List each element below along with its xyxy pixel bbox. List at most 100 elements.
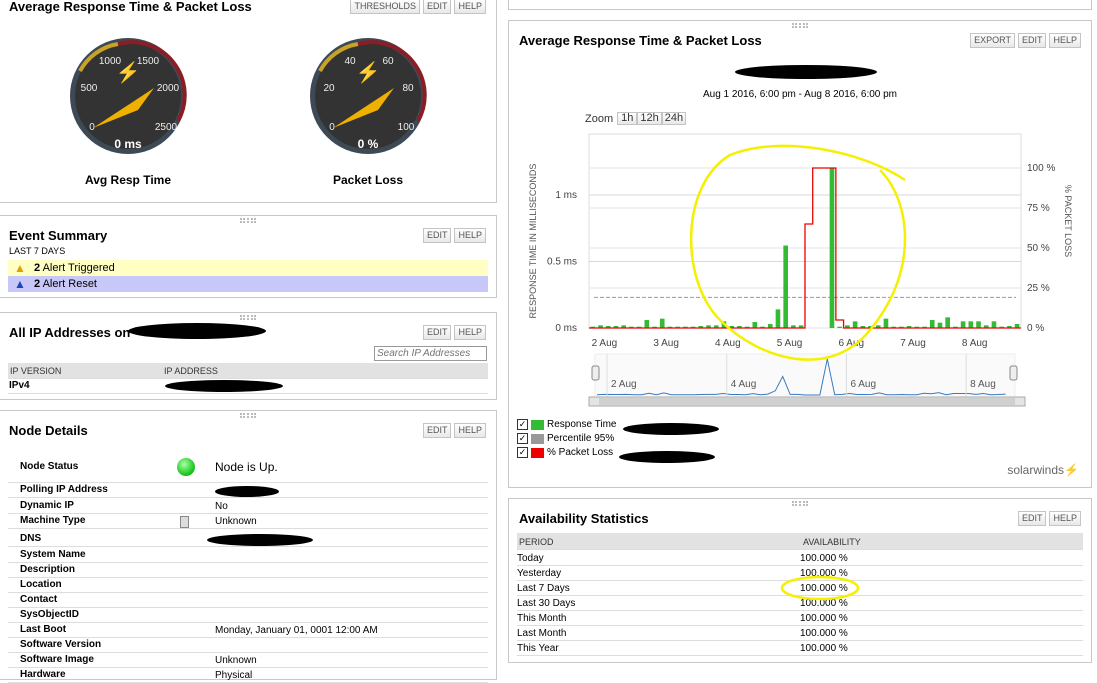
drag-handle[interactable] <box>240 218 256 223</box>
column-ip-version[interactable]: IP VERSION <box>10 366 62 376</box>
legend-checkbox[interactable]: ✓ <box>517 447 528 458</box>
response-time-bar <box>675 326 680 328</box>
response-time-bar <box>683 326 688 328</box>
response-time-bar <box>613 326 619 328</box>
column-ip-address[interactable]: IP ADDRESS <box>164 366 218 376</box>
legend-item[interactable]: ✓ Response Time <box>517 419 616 430</box>
panel-title: Availability Statistics <box>519 511 649 526</box>
response-time-bar <box>598 325 603 328</box>
table-row: IPv4 <box>8 379 488 394</box>
navigator-tick-label: 8 Aug <box>970 379 996 390</box>
gauge-tick-label: 2000 <box>157 83 180 94</box>
response-time-bar <box>837 326 842 328</box>
help-button[interactable]: HELP <box>454 0 486 14</box>
row-label: Software Image <box>20 654 94 665</box>
y2-tick-label: 100 % <box>1027 163 1055 174</box>
response-time-bar <box>659 318 665 328</box>
help-button[interactable]: HELP <box>454 325 486 340</box>
navigator[interactable] <box>594 353 1016 398</box>
export-button[interactable]: EXPORT <box>970 33 1015 48</box>
edit-button[interactable]: EDIT <box>1017 511 1047 526</box>
period-cell: Yesterday <box>517 568 562 579</box>
availability-cell: 100.000 % <box>800 643 848 654</box>
drag-handle[interactable] <box>792 501 808 506</box>
table-row: Software Image Unknown <box>8 653 488 668</box>
table-row: SysObjectID <box>8 608 488 623</box>
x-tick-label: 7 Aug <box>900 338 926 349</box>
drag-handle[interactable] <box>240 315 256 320</box>
y2-tick-label: 25 % <box>1027 283 1050 294</box>
response-time-bar <box>775 309 781 328</box>
edit-button[interactable]: EDIT <box>1017 33 1047 48</box>
response-time-bar <box>906 326 912 328</box>
redacted-hostname <box>128 323 266 339</box>
table-row: Hardware Physical <box>8 668 488 683</box>
reset-triangle-icon: ▲ <box>14 277 26 291</box>
response-time-bar <box>937 322 943 328</box>
event-item-reset[interactable]: ▲ 2 Alert Reset <box>8 276 488 292</box>
row-value: Monday, January 01, 0001 12:00 AM <box>215 625 378 636</box>
legend-checkbox[interactable]: ✓ <box>517 419 528 430</box>
legend-label: Response Time <box>547 419 617 430</box>
thresholds-button[interactable]: THRESHOLDS <box>350 0 420 14</box>
help-button[interactable]: HELP <box>1049 33 1081 48</box>
response-time-bar <box>605 326 611 328</box>
scrollbar-thumb[interactable] <box>599 398 1015 405</box>
solarwinds-logo-icon: ⚡ <box>356 60 381 84</box>
event-summary-panel: Event Summary EDIT HELP LAST 7 DAYS ▲ 2 … <box>0 215 497 298</box>
help-button[interactable]: HELP <box>454 228 486 243</box>
machine-type-icon <box>180 516 189 528</box>
navigator-handle[interactable] <box>591 365 600 381</box>
legend-checkbox[interactable]: ✓ <box>517 433 528 444</box>
event-count: 2 <box>34 278 41 290</box>
column-period: PERIOD <box>519 537 554 547</box>
edit-button[interactable]: EDIT <box>422 0 452 14</box>
legend-item[interactable]: ✓ % Packet Loss <box>517 447 613 458</box>
panel-title: Event Summary <box>9 228 108 243</box>
row-label: Last Boot <box>20 624 67 635</box>
legend-item[interactable]: ✓ Percentile 95% <box>517 433 614 444</box>
response-time-bar <box>783 245 788 328</box>
search-ip-input[interactable] <box>374 346 487 361</box>
table-header: IP VERSION IP ADDRESS <box>8 363 488 379</box>
navigator-handle[interactable] <box>1009 365 1018 381</box>
panel-title: Average Response Time & Packet Loss <box>9 0 252 14</box>
availability-cell: 100.000 % <box>800 553 848 564</box>
gauge-label: Packet Loss <box>332 173 404 187</box>
edit-button[interactable]: EDIT <box>422 325 452 340</box>
availability-cell: 100.000 % <box>800 568 848 579</box>
warning-triangle-icon: ▲ <box>14 261 26 275</box>
table-row: Node Status Node is Up. <box>8 455 488 483</box>
drag-handle[interactable] <box>792 23 808 28</box>
zoom-24h-button[interactable]: 24h <box>661 112 687 125</box>
help-button[interactable]: HELP <box>454 423 486 438</box>
period-label: LAST 7 DAYS <box>9 246 66 256</box>
response-time-bar <box>1014 324 1020 328</box>
availability-cell: 100.000 % <box>800 598 848 609</box>
event-item-triggered[interactable]: ▲ 2 Alert Triggered <box>8 260 488 276</box>
edit-button[interactable]: EDIT <box>422 423 452 438</box>
response-time-bar <box>914 326 920 328</box>
x-tick-label: 8 Aug <box>962 338 988 349</box>
response-time-bar <box>752 322 758 328</box>
navigator-tick-label: 2 Aug <box>611 379 637 390</box>
response-time-bar <box>960 321 966 328</box>
y2-tick-label: 75 % <box>1027 203 1050 214</box>
gauge-tick-label: 100 <box>398 122 415 133</box>
edit-button[interactable]: EDIT <box>422 228 452 243</box>
brand-text: solarwinds <box>1007 463 1065 477</box>
table-row: Last Month 100.000 % <box>517 626 1083 641</box>
drag-handle[interactable] <box>240 413 256 418</box>
redacted-ip <box>215 486 279 497</box>
event-label: Alert Triggered <box>42 262 115 274</box>
table-row: This Year 100.000 % <box>517 641 1083 656</box>
gauge-tick-label: 60 <box>382 56 394 67</box>
row-label: Polling IP Address <box>20 484 108 495</box>
table-header: PERIOD AVAILABILITY <box>517 533 1083 550</box>
legend-swatch <box>531 447 544 458</box>
help-button[interactable]: HELP <box>1049 511 1081 526</box>
response-time-bar <box>1007 326 1012 328</box>
zoom-1h-button[interactable]: 1h <box>617 112 638 125</box>
x-tick-label: 2 Aug <box>592 338 618 349</box>
zoom-12h-button[interactable]: 12h <box>637 112 662 125</box>
